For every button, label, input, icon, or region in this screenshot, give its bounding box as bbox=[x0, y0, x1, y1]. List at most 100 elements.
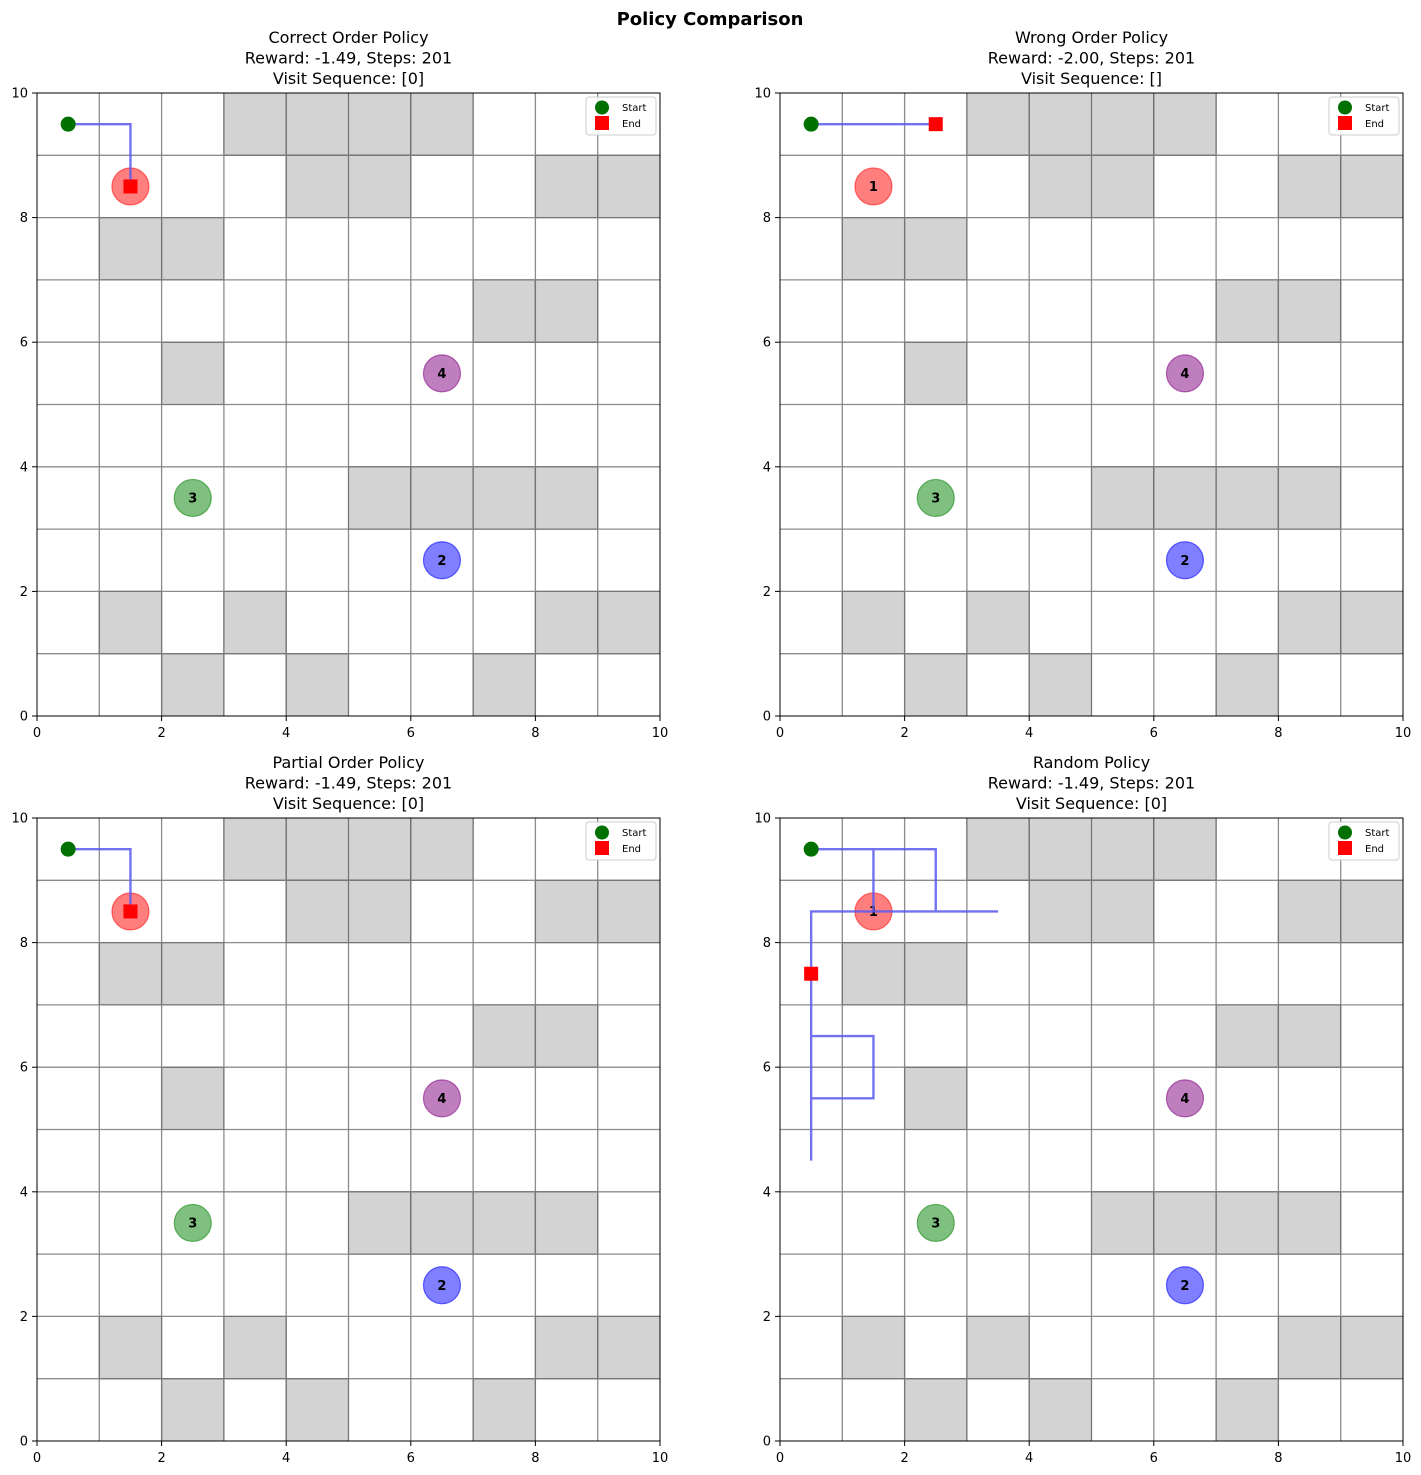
legend-start-marker bbox=[1338, 100, 1352, 115]
obstacle-cell bbox=[161, 942, 225, 1006]
end-marker bbox=[123, 904, 138, 919]
end-marker bbox=[928, 117, 943, 132]
obstacle-cell bbox=[597, 1315, 661, 1380]
obstacle-cell bbox=[904, 942, 968, 1006]
obstacle-cell bbox=[1153, 817, 1217, 881]
y-tick-label: 6 bbox=[20, 1061, 28, 1076]
x-tick-label: 2 bbox=[900, 726, 908, 741]
policy-panel: Partial Order Policy Reward: -1.49, Steps… bbox=[11, 753, 668, 1466]
obstacle-cell bbox=[1091, 466, 1155, 530]
obstacle-cell bbox=[285, 653, 350, 717]
y-tick-label: 2 bbox=[763, 1310, 771, 1325]
obstacle-cell bbox=[904, 1066, 968, 1130]
y-tick-label: 6 bbox=[20, 336, 28, 351]
panel-title-line: Correct Order Policy bbox=[268, 28, 428, 47]
x-tick-label: 10 bbox=[1395, 726, 1412, 741]
obstacle-cell bbox=[1153, 1191, 1217, 1255]
obstacle-cell bbox=[966, 92, 1030, 156]
legend-end-marker bbox=[1338, 841, 1352, 855]
y-tick-label: 8 bbox=[20, 211, 28, 226]
obstacle-cell bbox=[966, 1315, 1030, 1380]
panel-title-line: Random Policy bbox=[1033, 753, 1150, 772]
obstacle-cell bbox=[161, 1378, 225, 1442]
legend-end-label: End bbox=[622, 844, 641, 855]
obstacle-cell bbox=[534, 466, 599, 530]
obstacle-cell bbox=[1153, 466, 1217, 530]
goal-label: 3 bbox=[931, 1216, 940, 1231]
obstacle-cell bbox=[410, 1191, 474, 1255]
x-tick-label: 10 bbox=[652, 1451, 669, 1466]
obstacle-cell bbox=[161, 653, 225, 717]
obstacle-cell bbox=[904, 341, 968, 406]
goal-label: 4 bbox=[437, 367, 446, 382]
legend-end-marker bbox=[595, 116, 609, 130]
x-tick-label: 6 bbox=[1150, 726, 1158, 741]
obstacle-cell bbox=[285, 154, 350, 219]
obstacle-cell bbox=[1028, 817, 1092, 881]
y-tick-label: 2 bbox=[20, 1310, 28, 1325]
obstacle-cell bbox=[223, 1315, 287, 1380]
obstacle-cell bbox=[1215, 1191, 1279, 1255]
goal-label: 1 bbox=[869, 180, 878, 195]
goal-label: 2 bbox=[437, 554, 446, 569]
goal-marker bbox=[916, 1203, 955, 1243]
y-tick-label: 0 bbox=[20, 1435, 28, 1450]
obstacle-cell bbox=[98, 590, 163, 655]
y-tick-label: 10 bbox=[754, 87, 771, 102]
x-tick-label: 6 bbox=[407, 726, 415, 741]
obstacle-cell bbox=[904, 1378, 968, 1442]
obstacle-cell bbox=[161, 341, 225, 406]
legend-start-label: Start bbox=[622, 828, 647, 839]
obstacle-cell bbox=[534, 590, 599, 655]
x-tick-label: 0 bbox=[33, 1451, 41, 1466]
obstacle-cell bbox=[285, 879, 350, 944]
obstacle-cell bbox=[966, 590, 1030, 655]
y-tick-label: 6 bbox=[763, 1061, 771, 1076]
legend-start-marker bbox=[1338, 825, 1352, 840]
obstacle-cell bbox=[98, 1315, 163, 1380]
x-tick-label: 0 bbox=[33, 726, 41, 741]
panel-title-line: Partial Order Policy bbox=[273, 753, 425, 772]
goal-marker bbox=[422, 1079, 462, 1118]
legend-end-marker bbox=[595, 841, 609, 855]
start-marker bbox=[60, 116, 76, 132]
obstacle-cell bbox=[1028, 653, 1092, 717]
obstacle-cell bbox=[597, 590, 661, 655]
y-tick-label: 4 bbox=[20, 1185, 28, 1200]
x-tick-label: 4 bbox=[282, 726, 290, 741]
y-tick-label: 2 bbox=[20, 585, 28, 600]
obstacle-cell bbox=[285, 92, 350, 156]
y-tick-label: 10 bbox=[11, 87, 28, 102]
obstacle-cell bbox=[285, 1378, 350, 1442]
obstacle-cell bbox=[1215, 1378, 1279, 1442]
axes-frame bbox=[36, 92, 661, 717]
obstacle-cell bbox=[472, 1191, 536, 1255]
obstacle-cell bbox=[904, 653, 968, 717]
goal-marker bbox=[916, 478, 955, 518]
obstacle-cell bbox=[1091, 92, 1155, 156]
obstacle-cell bbox=[223, 817, 287, 881]
goal-marker bbox=[422, 541, 462, 580]
obstacle-cell bbox=[1277, 1191, 1342, 1255]
obstacle-cell bbox=[1028, 1378, 1092, 1442]
obstacle-cell bbox=[410, 817, 474, 881]
obstacle-cell bbox=[348, 154, 412, 219]
goal-label: 4 bbox=[1180, 367, 1189, 382]
obstacle-cell bbox=[841, 1315, 906, 1380]
x-tick-label: 0 bbox=[776, 726, 784, 741]
x-tick-label: 10 bbox=[1395, 1451, 1412, 1466]
panel-title-line: Visit Sequence: [0] bbox=[273, 794, 424, 813]
axes-frame bbox=[779, 817, 1404, 1442]
x-tick-label: 8 bbox=[1274, 1451, 1282, 1466]
obstacle-cell bbox=[1215, 466, 1279, 530]
start-marker bbox=[803, 116, 819, 132]
obstacle-cell bbox=[410, 92, 474, 156]
panel-title-line: Reward: -1.49, Steps: 201 bbox=[245, 49, 452, 68]
panel-title-line: Reward: -1.49, Steps: 201 bbox=[988, 774, 1195, 793]
obstacle-cell bbox=[597, 879, 661, 944]
goal-marker bbox=[422, 354, 462, 393]
obstacle-cell bbox=[223, 590, 287, 655]
obstacle-cell bbox=[285, 817, 350, 881]
legend-start-marker bbox=[595, 825, 609, 840]
